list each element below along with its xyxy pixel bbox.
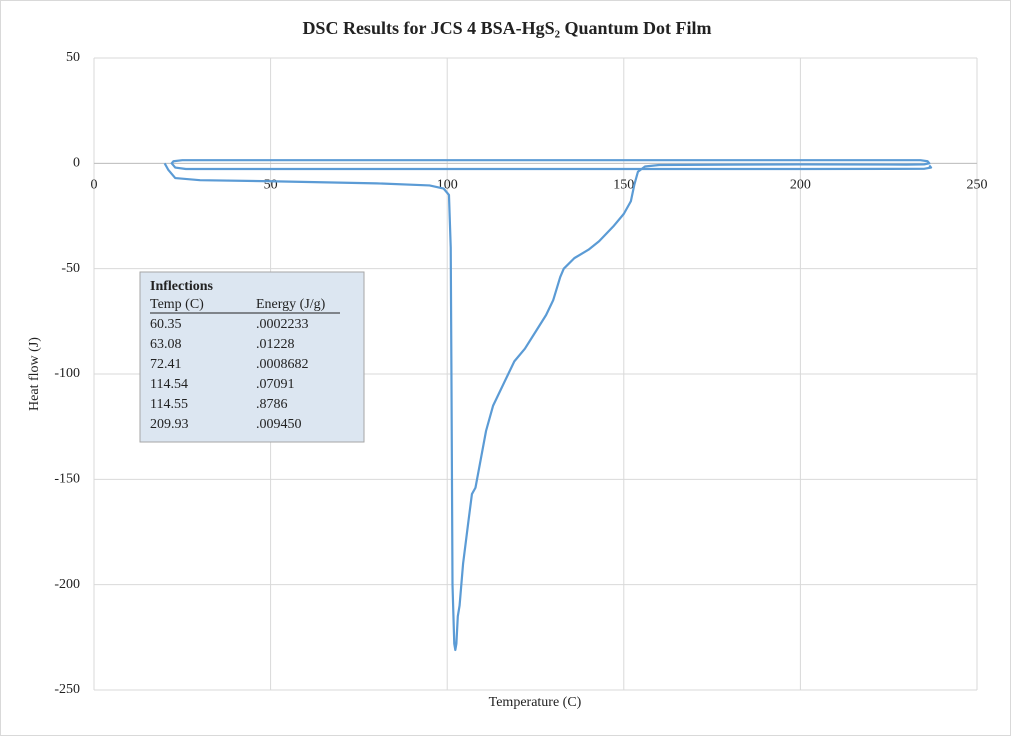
inset-background [139, 271, 365, 443]
table-cell: 60.35 [150, 317, 182, 332]
column-header: Temp (C) [150, 297, 204, 312]
x-tick-label: 0 [91, 178, 98, 193]
y-tick-label: 0 [73, 156, 80, 171]
table-cell: 63.08 [150, 337, 182, 352]
inflections-box: Inflections Temp (C) Energy (J/g) 60.35 .000… [139, 271, 365, 443]
inset-title: Inflections [150, 279, 214, 294]
y-tick-label: 50 [66, 50, 80, 65]
table-cell: 114.55 [150, 397, 188, 412]
table-cell: .009450 [256, 417, 302, 432]
table-cell: .0002233 [256, 317, 309, 332]
table-cell: .8786 [256, 397, 288, 412]
x-tick-label: 100 [437, 178, 458, 193]
x-tick-label: 250 [967, 178, 988, 193]
x-axis-label: Temperature (C) [489, 695, 582, 710]
table-cell: .0008682 [256, 357, 309, 372]
y-tick-label: -250 [54, 682, 80, 697]
y-tick-label: -100 [54, 366, 80, 381]
data-line [163, 159, 933, 652]
y-axis-label: Heat flow (J) [27, 337, 42, 411]
x-tick-label: 50 [264, 178, 278, 193]
y-tick-label: -150 [54, 472, 80, 487]
chart-title: DSC Results for JCS 4 BSA-HgS₂ Quantum D… [302, 18, 711, 38]
table-cell: 72.41 [150, 357, 182, 372]
y-tick-label: -50 [61, 261, 80, 276]
x-tick-label: 200 [790, 178, 811, 193]
table-cell: 114.54 [150, 377, 188, 392]
table-cell: 209.93 [150, 417, 189, 432]
table-cell: .07091 [256, 377, 295, 392]
column-header: Energy (J/g) [256, 297, 326, 312]
table-cell: .01228 [256, 337, 295, 352]
x-tick-label: 150 [613, 178, 634, 193]
y-tick-label: -200 [54, 577, 80, 592]
